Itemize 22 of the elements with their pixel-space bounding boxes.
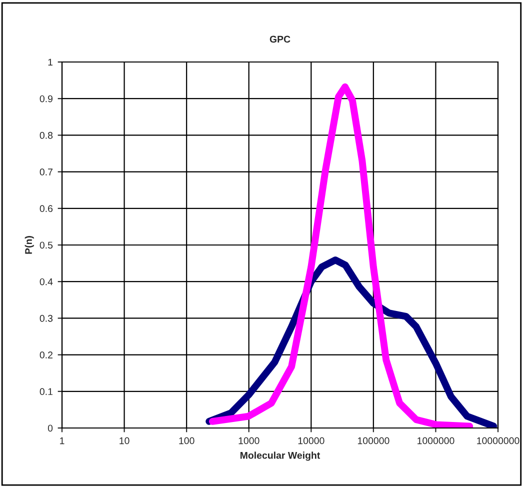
y-tick-label: 0.2 [40,352,52,358]
x-tick-label: 10000 [298,437,324,444]
x-axis-title: Molecular Weight [240,452,320,461]
x-tick-label: 100 [179,437,194,444]
y-tick-label: 0.6 [40,205,53,212]
x-tick-label: 10 [120,437,130,444]
y-tick-label: 0.7 [40,168,52,176]
y-tick-label: 0.5 [40,242,53,249]
y-tick-label: 0.1 [40,388,52,396]
y-axis-title: P(n) [24,236,34,254]
x-tick-label: 100000 [358,437,390,444]
y-tick-label: 1 [48,58,52,66]
y-tick-label: 0 [48,424,53,432]
x-tick-label: 1000000 [418,437,454,444]
y-tick-label: 0.3 [40,314,53,322]
x-tick-label: 10000000 [477,437,520,444]
y-tick-label: 0.9 [40,95,53,102]
y-tick-label: 0.8 [40,132,53,139]
y-tick-label: 0.4 [40,278,53,286]
chart-title: GPC [270,36,290,43]
x-tick-label: 1000 [238,437,260,444]
x-tick-label: 1 [60,437,64,444]
